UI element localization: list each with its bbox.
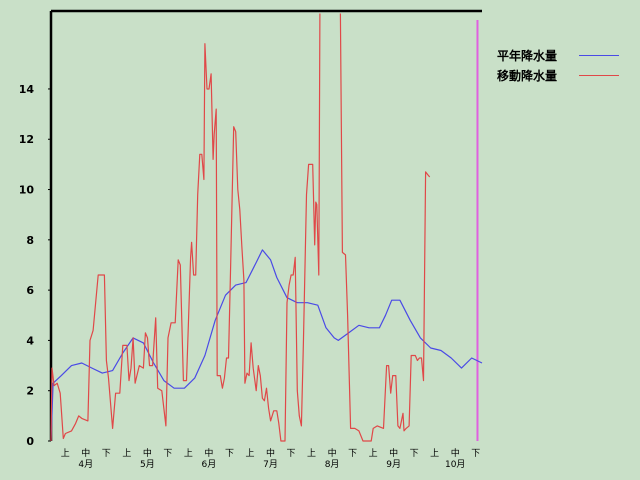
x-tick-label: 中 — [143, 447, 152, 459]
x-tick-label: 中 — [389, 447, 398, 459]
y-tick-label: 4 — [26, 334, 34, 347]
x-month-label: 5月 — [140, 459, 155, 470]
y-tick-label: 10 — [19, 184, 35, 197]
y-tick-label: 0 — [26, 435, 34, 448]
x-tick-label: 上 — [184, 448, 193, 459]
x-tick-label: 上 — [122, 448, 131, 459]
y-tick-label: 14 — [19, 83, 35, 96]
x-tick-label: 中 — [266, 447, 275, 459]
x-tick-label: 下 — [102, 449, 111, 459]
x-tick-label: 下 — [348, 449, 357, 459]
x-tick-label: 中 — [81, 447, 90, 459]
x-tick-label: 下 — [287, 449, 296, 459]
y-tick-label: 8 — [26, 234, 34, 247]
legend-item-normal: 平年降水量 — [497, 47, 620, 64]
legend-label-moving: 移動降水量 — [497, 69, 558, 83]
legend-item-moving: 移動降水量 — [497, 67, 620, 84]
x-month-label: 8月 — [325, 459, 340, 470]
y-tick-label: 6 — [26, 284, 34, 297]
x-tick-label: 上 — [369, 448, 378, 459]
x-tick-label: 下 — [225, 449, 234, 459]
x-tick-label: 中 — [451, 447, 460, 459]
x-tick-label: 上 — [245, 448, 254, 459]
series-line-2 — [339, 13, 431, 442]
legend-label-normal: 平年降水量 — [497, 49, 558, 63]
y-tick-label: 2 — [26, 385, 34, 398]
x-month-label: 10月 — [445, 459, 465, 470]
x-month-label: 7月 — [263, 459, 278, 470]
legend-swatch-moving — [579, 75, 620, 76]
series-line-1 — [50, 13, 321, 442]
x-tick-label: 下 — [163, 449, 172, 459]
x-tick-label: 上 — [61, 448, 70, 459]
x-month-label: 6月 — [202, 459, 217, 470]
y-tick-label: 12 — [19, 133, 34, 146]
legend-swatch-normal — [579, 55, 620, 56]
x-tick-label: 中 — [328, 447, 337, 459]
series-line-0 — [50, 249, 483, 442]
x-month-label: 9月 — [386, 459, 401, 470]
x-tick-label: 下 — [471, 449, 480, 459]
x-tick-label: 下 — [410, 449, 419, 459]
x-tick-label: 上 — [307, 448, 316, 459]
x-tick-label: 中 — [204, 447, 213, 459]
x-month-label: 4月 — [78, 459, 93, 470]
x-tick-label: 上 — [430, 448, 439, 459]
